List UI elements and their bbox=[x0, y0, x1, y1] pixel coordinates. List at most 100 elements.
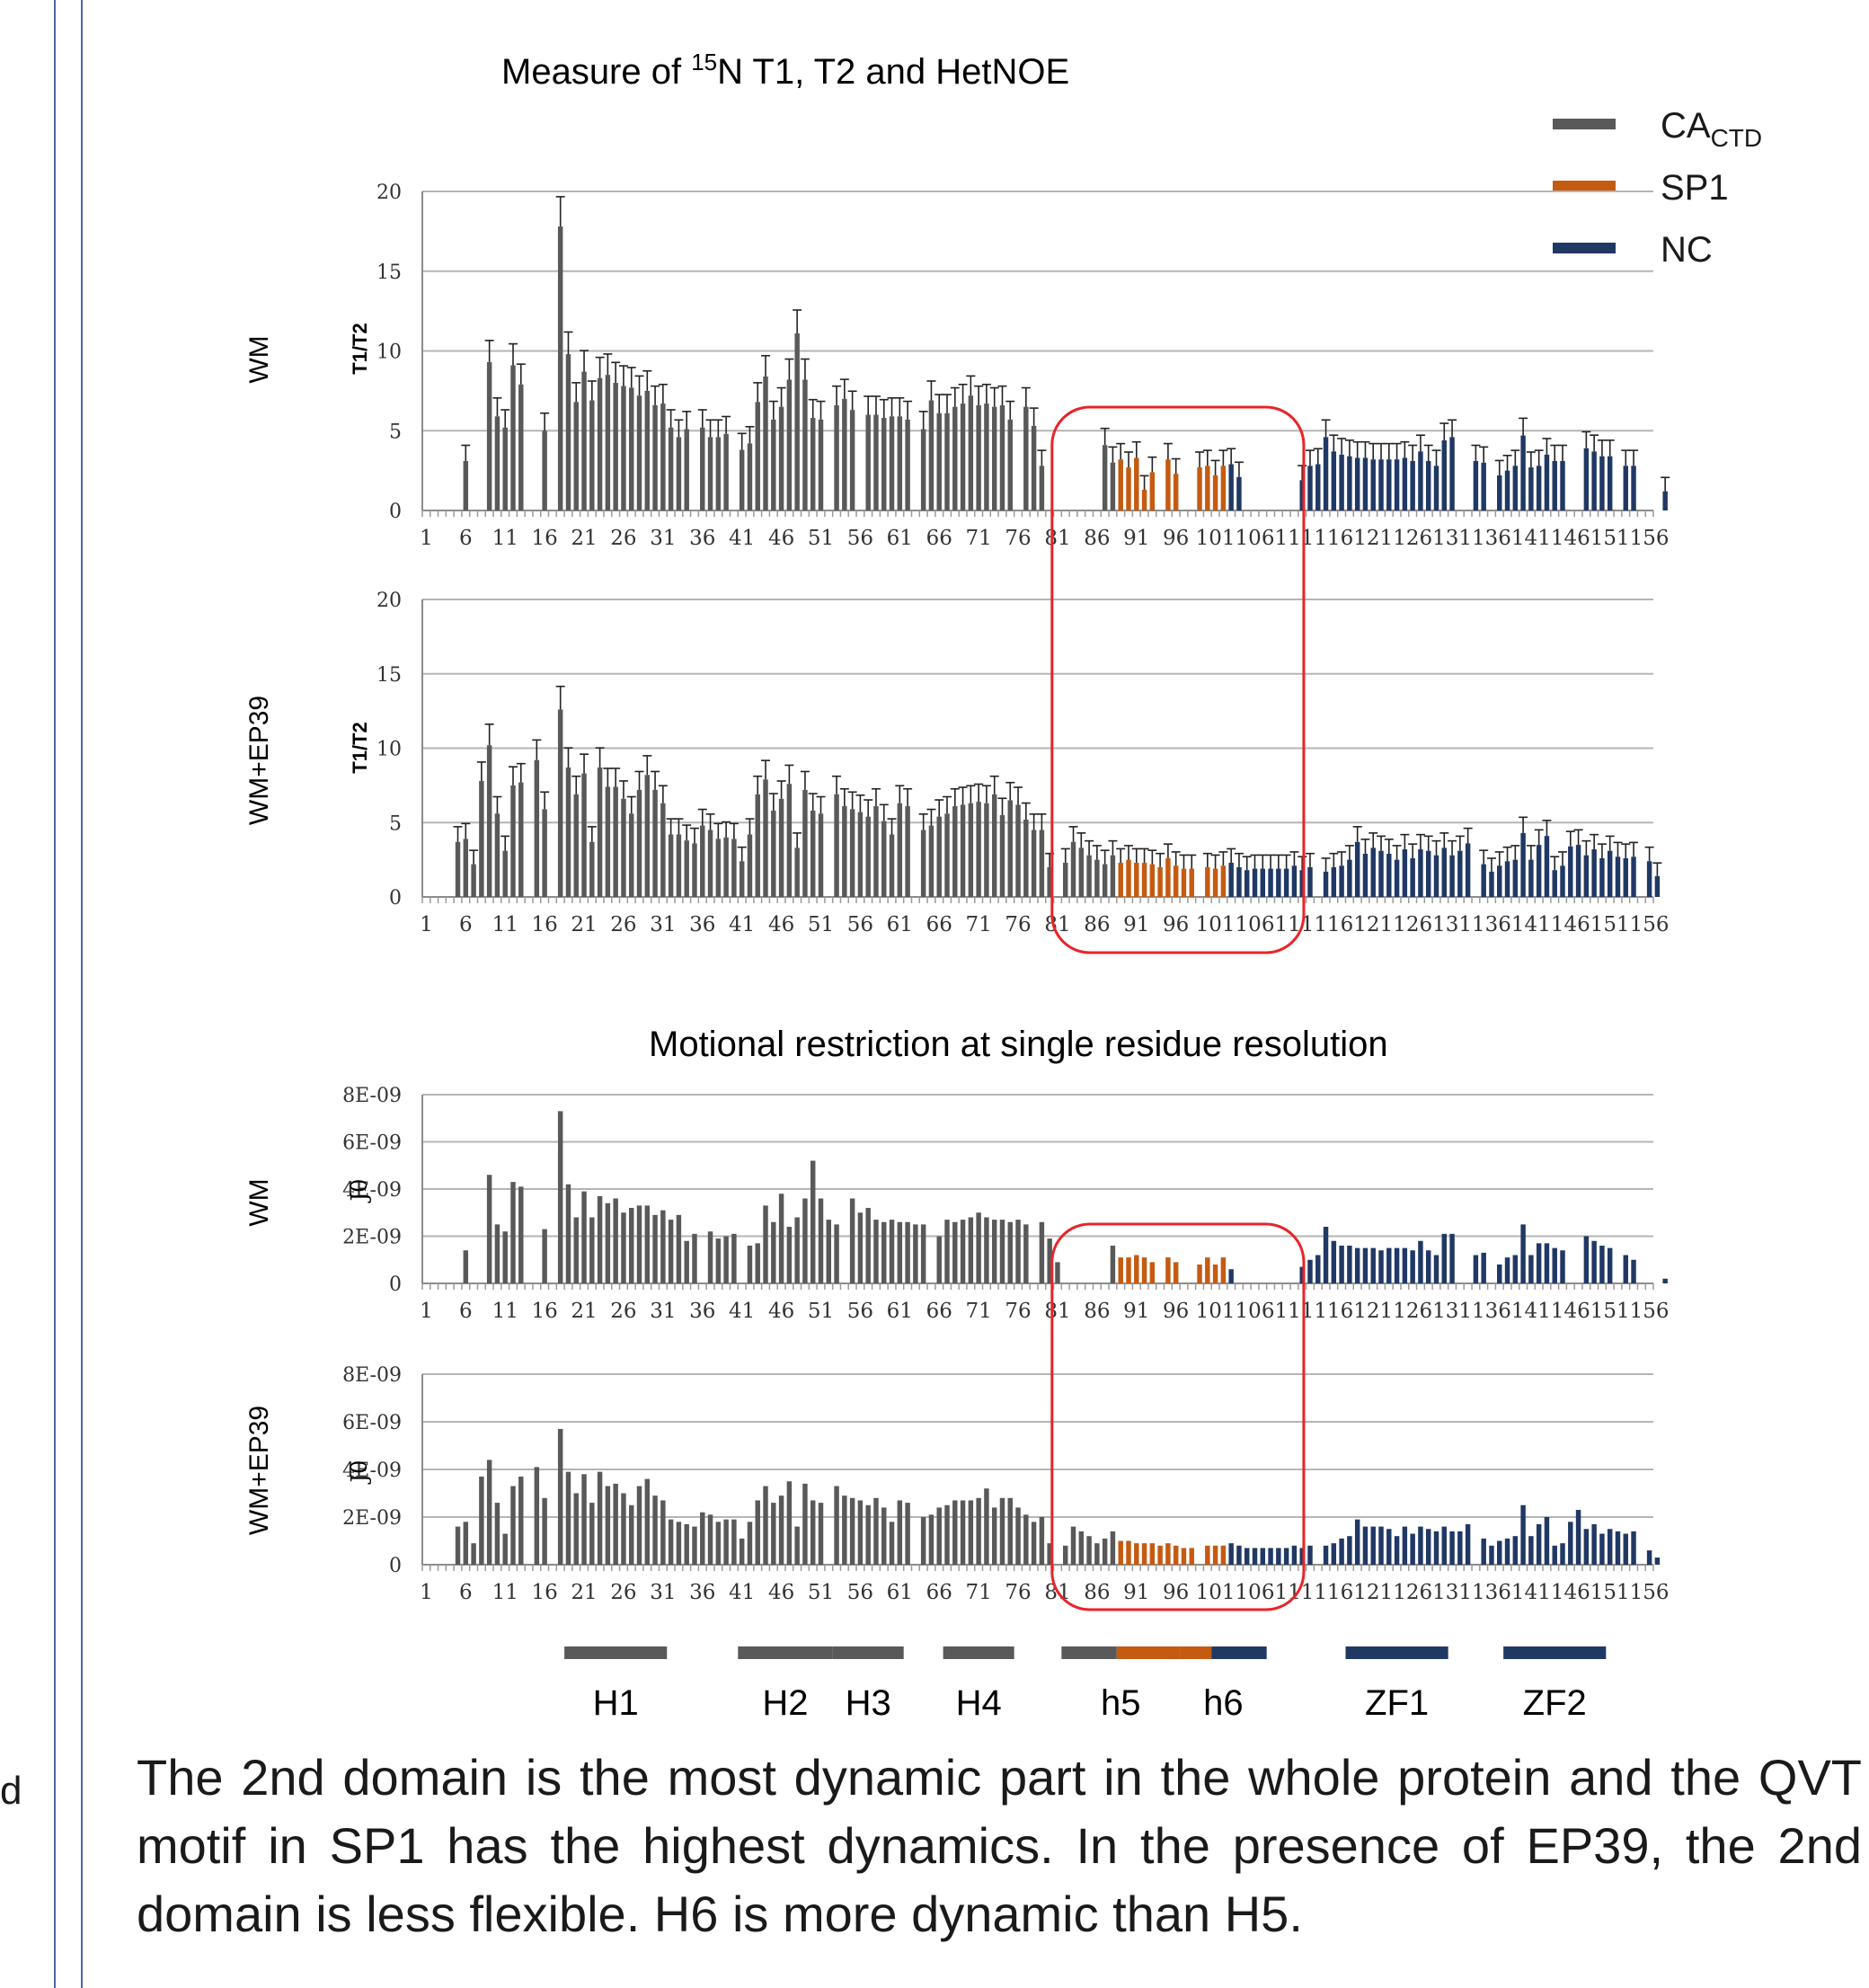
bar bbox=[976, 802, 981, 897]
bar bbox=[818, 1503, 824, 1565]
bar bbox=[1410, 1533, 1415, 1565]
bar bbox=[1299, 870, 1305, 897]
bar bbox=[455, 1526, 461, 1565]
bar bbox=[1441, 1526, 1447, 1565]
x-tick-label: 51 bbox=[808, 913, 834, 936]
bar bbox=[1134, 457, 1139, 510]
top-title: Measure of 15N T1, T2 and HetNOE bbox=[501, 49, 1069, 92]
bar bbox=[865, 1208, 871, 1283]
bar bbox=[573, 402, 579, 510]
frame-line-left bbox=[54, 0, 56, 1988]
bar bbox=[463, 839, 469, 897]
bar bbox=[1094, 1543, 1100, 1565]
bar bbox=[557, 1428, 563, 1565]
legend-swatch bbox=[1553, 119, 1616, 129]
bar bbox=[1433, 855, 1439, 897]
bar bbox=[479, 1476, 484, 1565]
bar bbox=[865, 816, 871, 897]
bar bbox=[1433, 1255, 1439, 1283]
bar bbox=[1615, 1531, 1621, 1565]
bar bbox=[968, 1500, 974, 1565]
bar bbox=[1063, 1545, 1068, 1565]
bar bbox=[1291, 865, 1298, 897]
x-tick-label: 11 bbox=[492, 913, 518, 936]
bar bbox=[747, 1246, 753, 1283]
bar bbox=[944, 413, 950, 510]
bar bbox=[1457, 850, 1463, 897]
x-tick-label: 66 bbox=[926, 527, 952, 550]
bar bbox=[1228, 862, 1234, 897]
x-tick-label: 141 bbox=[1511, 1300, 1551, 1323]
bar bbox=[1425, 850, 1431, 897]
bar bbox=[1039, 830, 1045, 897]
bar bbox=[1078, 1531, 1085, 1565]
bar bbox=[1007, 1497, 1013, 1565]
bar bbox=[644, 1205, 651, 1283]
bar bbox=[502, 1533, 508, 1565]
bar bbox=[1023, 1224, 1029, 1283]
bar bbox=[1575, 1510, 1581, 1565]
bar bbox=[1276, 1548, 1281, 1565]
domain-bar bbox=[1116, 1646, 1181, 1659]
bar bbox=[1583, 1236, 1590, 1283]
x-tick-label: 111 bbox=[1274, 1581, 1314, 1604]
bar bbox=[1560, 460, 1565, 510]
bar bbox=[652, 1495, 658, 1565]
bar bbox=[991, 406, 997, 510]
bar bbox=[613, 786, 618, 897]
x-tick-label: 91 bbox=[1123, 913, 1149, 936]
x-tick-label: 111 bbox=[1274, 1300, 1314, 1323]
bar bbox=[1591, 1523, 1597, 1565]
x-tick-label: 146 bbox=[1551, 913, 1590, 936]
bar bbox=[928, 1514, 934, 1565]
bar bbox=[1394, 1536, 1400, 1565]
bar bbox=[968, 395, 974, 510]
bar bbox=[629, 387, 634, 510]
bar bbox=[1220, 865, 1227, 897]
x-tick-label: 46 bbox=[768, 1300, 794, 1323]
domain-bar bbox=[1180, 1646, 1212, 1659]
x-tick-label: 71 bbox=[965, 1300, 991, 1323]
x-tick-label: 21 bbox=[571, 913, 597, 936]
y-tick-label: 0 bbox=[389, 1555, 402, 1577]
bar bbox=[1236, 1545, 1242, 1565]
x-tick-label: 136 bbox=[1472, 527, 1511, 550]
bar bbox=[1654, 1558, 1661, 1565]
bar bbox=[1007, 419, 1013, 510]
bar bbox=[1662, 491, 1668, 510]
bar bbox=[1086, 855, 1092, 897]
bar bbox=[952, 806, 958, 897]
bar bbox=[1378, 850, 1384, 897]
x-tick-label: 136 bbox=[1472, 913, 1511, 936]
bar bbox=[1015, 1220, 1021, 1283]
x-tick-label: 86 bbox=[1084, 913, 1110, 936]
bar bbox=[1425, 1529, 1431, 1565]
bar bbox=[494, 1503, 500, 1565]
bar bbox=[621, 798, 626, 897]
bar bbox=[1583, 855, 1590, 897]
bar bbox=[518, 384, 524, 510]
bar bbox=[1315, 464, 1321, 510]
bar bbox=[1449, 1233, 1455, 1283]
bar bbox=[1268, 1548, 1273, 1565]
bar bbox=[1110, 1531, 1116, 1565]
x-tick-label: 66 bbox=[926, 913, 952, 936]
bar bbox=[1165, 857, 1171, 897]
x-tick-label: 1 bbox=[420, 1581, 433, 1604]
x-tick-label: 116 bbox=[1314, 1300, 1353, 1323]
y-tick-label: 5 bbox=[389, 812, 402, 835]
bar bbox=[589, 400, 595, 510]
domain-label: H2 bbox=[762, 1683, 808, 1723]
bar bbox=[1504, 1538, 1510, 1565]
bar bbox=[873, 1497, 879, 1565]
y-axis-label: J0 bbox=[347, 1460, 372, 1486]
bar bbox=[636, 1205, 642, 1283]
y-axis-label: J0 bbox=[347, 1179, 372, 1204]
x-tick-label: 86 bbox=[1084, 1300, 1110, 1323]
bar bbox=[1449, 1531, 1455, 1565]
y-tick-label: 8E-09 bbox=[342, 1364, 402, 1387]
y-tick-label: 10 bbox=[376, 739, 402, 761]
x-tick-label: 111 bbox=[1274, 527, 1314, 550]
bar bbox=[629, 813, 634, 897]
